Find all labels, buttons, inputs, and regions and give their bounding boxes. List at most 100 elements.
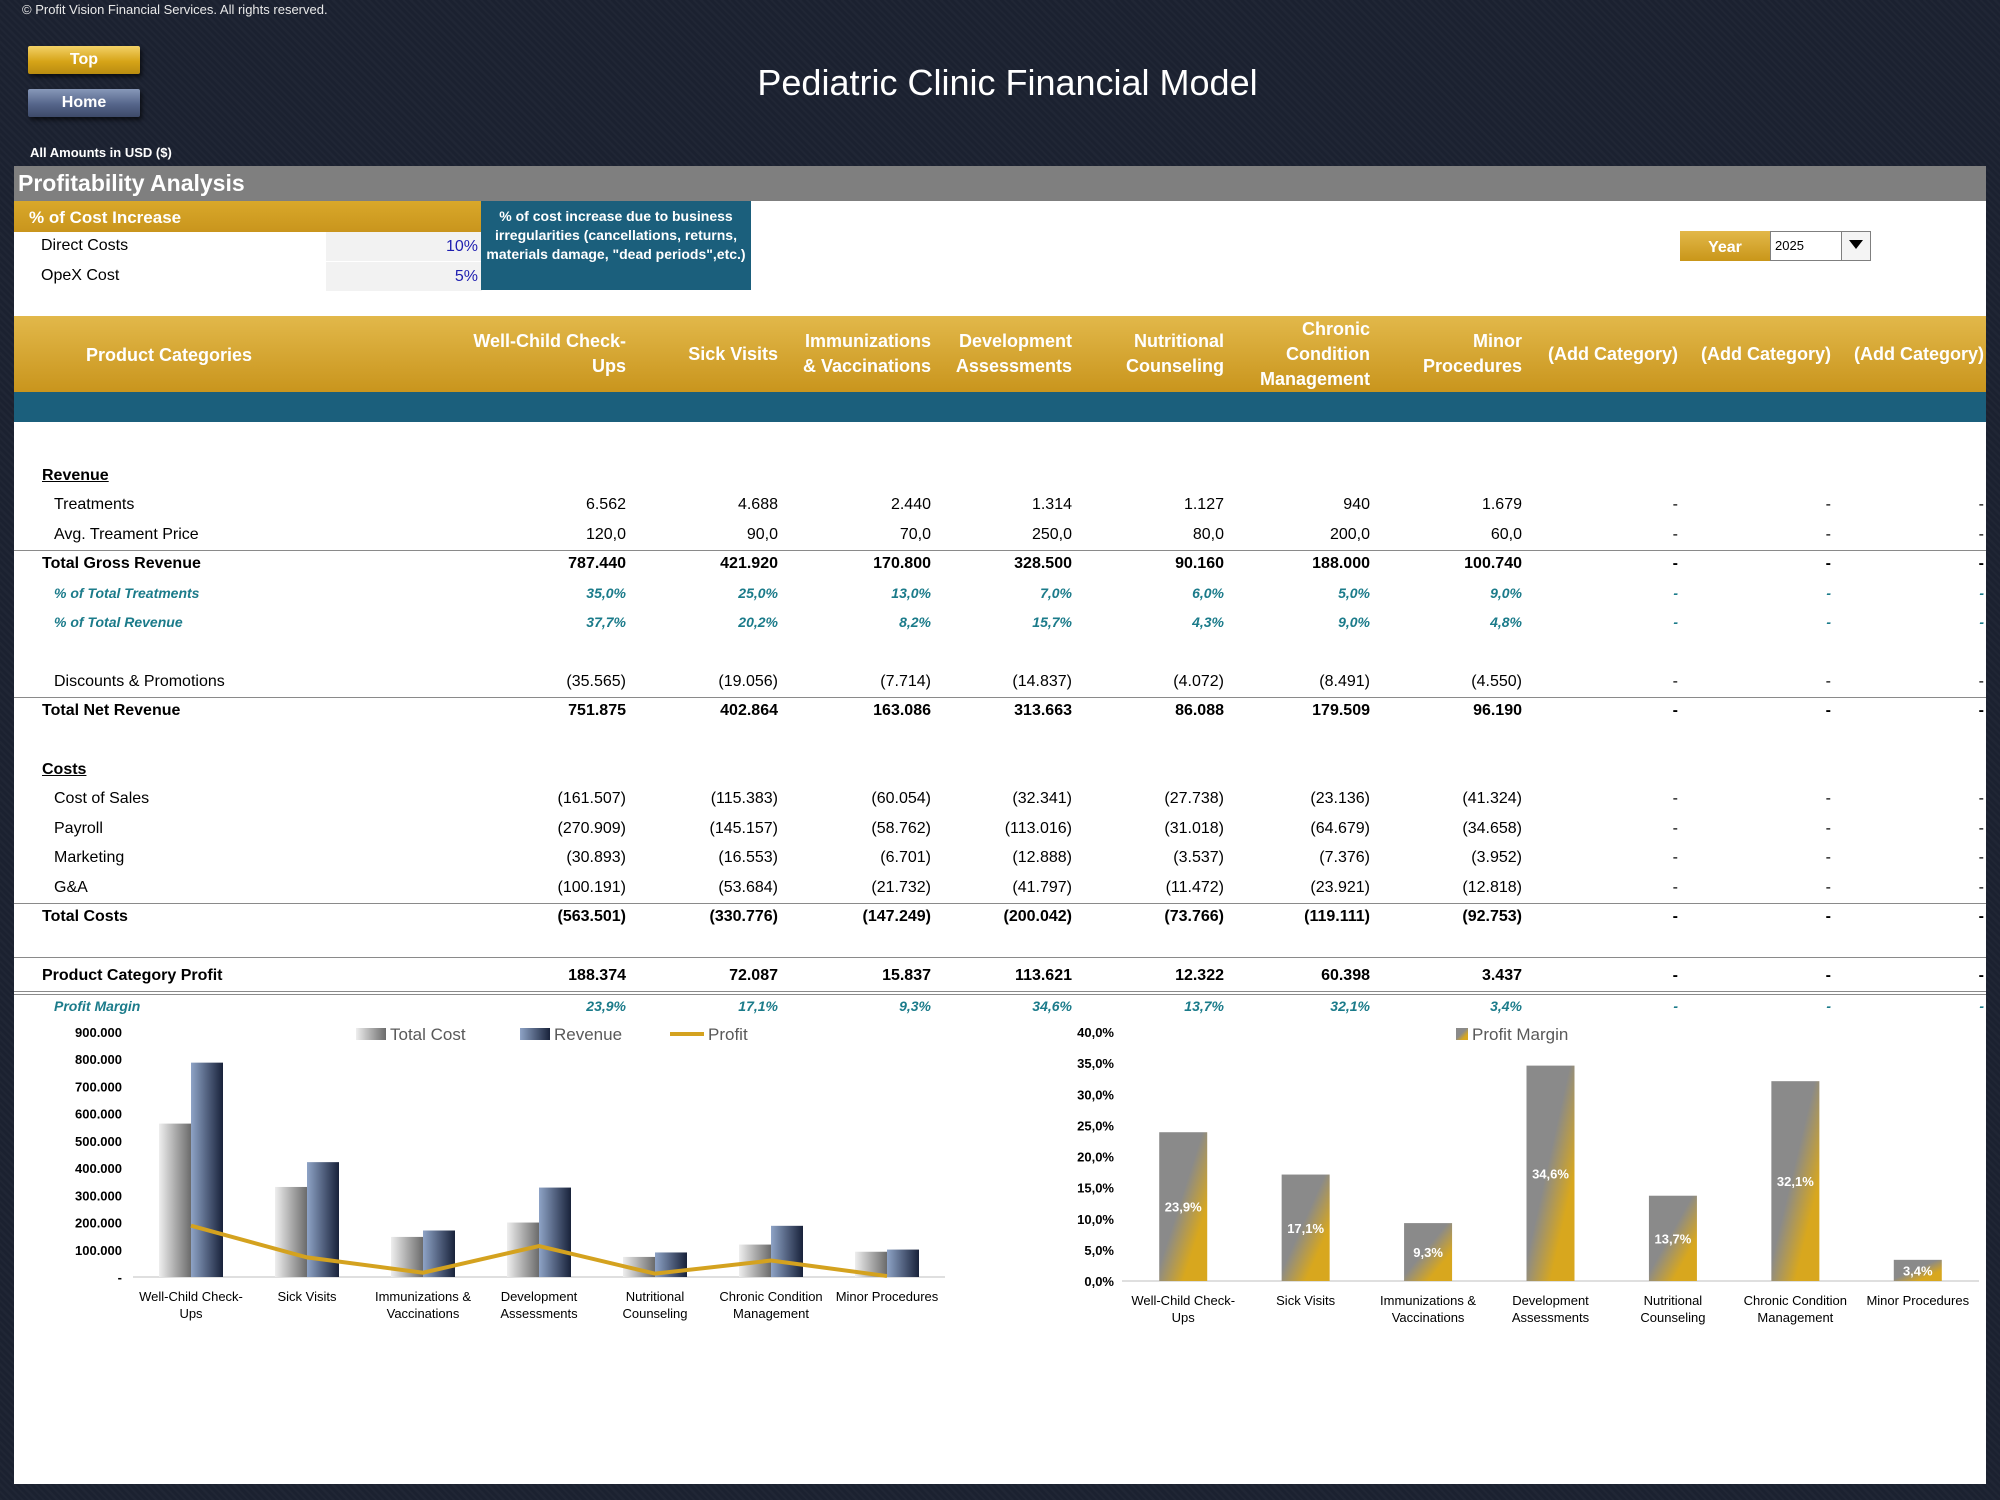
table-cell: 13,7% (1184, 998, 1224, 1014)
table-cell: - (1673, 585, 1678, 601)
y-tick-label: 15,0% (1077, 1181, 1114, 1196)
table-cell: 90,0 (746, 526, 778, 543)
table-cell: (30.893) (566, 849, 626, 866)
x-tick-label: Chronic Condition Management (1744, 1293, 1847, 1325)
y-tick-label: 10,0% (1077, 1212, 1114, 1227)
table-cell: (8.491) (1319, 673, 1370, 690)
table-cell: (7.714) (880, 673, 931, 690)
table-cell: 787.440 (568, 555, 626, 572)
opex-cost-input[interactable] (326, 262, 482, 291)
table-cell: - (1672, 702, 1678, 719)
row-label: Total Net Revenue (42, 702, 181, 719)
x-tick-label: Sick Visits (278, 1289, 337, 1304)
dropdown-arrow-icon[interactable] (1841, 232, 1870, 260)
table-cell: 3.437 (1481, 967, 1522, 984)
data-label: 3,4% (1903, 1263, 1933, 1278)
table-row-profit-margin: Profit Margin 23,9% 17,1% 9,3% 34,6% 13,7% 32,… (14, 994, 1986, 1023)
table-cell: 120,0 (585, 526, 626, 543)
profit-margin-bar (1159, 1132, 1208, 1281)
top-button[interactable]: Top (28, 46, 140, 74)
table-cell: - (1672, 879, 1678, 896)
year-dropdown[interactable]: 2025 (1770, 231, 1871, 261)
table-cell: - (1672, 526, 1678, 543)
x-tick-label: Minor Procedures (1866, 1293, 1969, 1308)
table-cell: (147.249) (862, 908, 932, 925)
y-tick-label: 300.000 (75, 1188, 122, 1203)
row-label: % of Total Treatments (54, 585, 200, 601)
table-cell: (92.753) (1462, 908, 1522, 925)
total-cost-bar (275, 1186, 307, 1277)
table-cell: (4.550) (1471, 673, 1522, 690)
table-cell: (64.679) (1310, 820, 1370, 837)
y-tick-label: 200.000 (75, 1216, 122, 1231)
table-row-avg-treament-price: Avg. Treament Price 120,0 90,0 70,0 250,0 80,… (14, 522, 1986, 551)
y-tick-label: 900.000 (75, 1025, 122, 1040)
table-cell: - (1672, 820, 1678, 837)
table-cell: 1.127 (1183, 496, 1224, 513)
table-cell: (270.909) (557, 820, 627, 837)
table-row-marketing: Marketing (30.893) (16.553) (6.701) (12.888)… (14, 845, 1986, 874)
table-cell: - (1978, 526, 1984, 543)
row-label: Avg. Treament Price (54, 526, 199, 543)
data-label: 32,1% (1777, 1174, 1814, 1189)
table-cell: 86.088 (1175, 702, 1224, 719)
revenue-bar (539, 1187, 571, 1277)
category-header-row: Product Categories Well-Child Check-Ups S… (14, 316, 1986, 392)
table-cell: 328.500 (1014, 555, 1072, 572)
table-row-treatments: Treatments 6.562 4.688 2.440 1.314 1.127 940 1.… (14, 492, 1986, 521)
data-label: 34,6% (1532, 1166, 1569, 1181)
row-label: Product Category Profit (42, 967, 223, 984)
opex-cost-label: OpeX Cost (41, 267, 120, 284)
copyright-notice: © Profit Vision Financial Services. All … (22, 2, 328, 17)
table-row-g-a: G&A (100.191) (53.684) (21.732) (41.797) (11.… (14, 875, 1986, 904)
table-row-costs: Costs (14, 757, 1986, 786)
table-cell: (35.565) (566, 673, 626, 690)
table-cell: 402.864 (720, 702, 778, 719)
column-header-development-assessments: Development Assessments (955, 331, 1072, 376)
table-cell: (12.818) (1462, 879, 1522, 896)
row-label: Treatments (54, 496, 135, 513)
table-cell: - (1672, 849, 1678, 866)
x-tick-label: Chronic Condition Management (719, 1289, 822, 1321)
table-cell: 2.440 (890, 496, 931, 513)
table-cell: (113.016) (1004, 820, 1072, 837)
direct-costs-row: Direct Costs (14, 232, 482, 262)
home-button[interactable]: Home (28, 89, 140, 117)
table-cell: (32.341) (1012, 790, 1072, 807)
table-cell: - (1978, 820, 1984, 837)
table-cell: - (1825, 702, 1831, 719)
data-label: 9,3% (1413, 1245, 1443, 1260)
table-cell: (330.776) (709, 908, 779, 925)
direct-costs-input[interactable] (326, 232, 482, 261)
table-cell: (23.921) (1310, 879, 1370, 896)
table-row-total-costs: Total Costs (563.501) (330.776) (147.249) (2… (14, 904, 1986, 933)
profit-margin-bar (1648, 1195, 1697, 1281)
row-divider (14, 994, 1986, 995)
row-label: Costs (42, 761, 87, 778)
column-header-add-category: (Add Category) (1854, 343, 1984, 364)
table-cell: (58.762) (871, 820, 931, 837)
table-cell: (3.952) (1471, 849, 1522, 866)
table-cell: (200.042) (1003, 908, 1073, 925)
table-cell: (7.376) (1319, 849, 1370, 866)
row-divider (14, 957, 1986, 958)
table-cell: - (1672, 673, 1678, 690)
profit-margin-bar (1404, 1223, 1453, 1281)
x-tick-label: Nutritional Counseling (622, 1289, 687, 1321)
row-label: Total Gross Revenue (42, 555, 201, 572)
x-tick-label: Well-Child Check-Ups (139, 1289, 243, 1321)
row-label: G&A (54, 879, 88, 896)
table-cell: 188.374 (568, 967, 626, 984)
legend-label: Total Cost (390, 1025, 466, 1044)
table-cell: - (1672, 790, 1678, 807)
table-cell: - (1825, 849, 1831, 866)
table-row-total-net-revenue: Total Net Revenue 751.875 402.864 163.086 31… (14, 698, 1986, 727)
table-cell: - (1826, 585, 1831, 601)
y-tick-label: 30,0% (1077, 1087, 1114, 1102)
row-label: Marketing (54, 849, 125, 866)
table-cell: (100.191) (557, 879, 627, 896)
currency-note: All Amounts in USD ($) (30, 145, 172, 160)
table-cell: (14.837) (1012, 673, 1072, 690)
year-value: 2025 (1775, 238, 1804, 253)
cost-increase-note: % of cost increase due to business irreg… (481, 201, 751, 290)
